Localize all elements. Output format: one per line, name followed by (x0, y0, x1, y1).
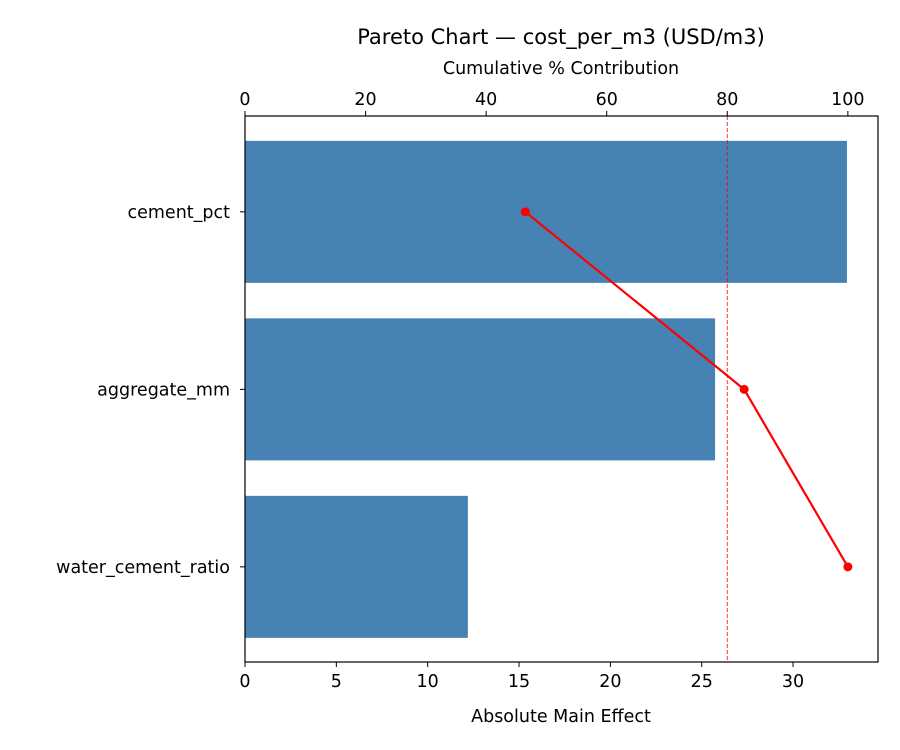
x-tick-label: 5 (331, 672, 342, 692)
top-axis-label: Cumulative % Contribution (443, 59, 679, 79)
cumulative-point (843, 562, 853, 572)
top-x-tick-label: 60 (596, 90, 618, 110)
top-x-tick-label: 100 (831, 90, 864, 110)
top-x-tick-label: 20 (354, 90, 376, 110)
top-x-tick-label: 40 (475, 90, 497, 110)
cumulative-point (739, 384, 749, 394)
x-tick-label: 25 (691, 672, 713, 692)
x-tick-label: 30 (782, 672, 804, 692)
top-x-tick-label: 80 (716, 90, 738, 110)
x-tick-label: 15 (508, 672, 530, 692)
plot-frame (244, 115, 879, 663)
y-tick-label: water_cement_ratio (56, 558, 230, 578)
top-x-tick-label: 0 (239, 90, 250, 110)
y-tick-label: aggregate_mm (97, 380, 230, 400)
x-tick-label: 20 (599, 672, 621, 692)
cumulative-point (520, 207, 530, 217)
bottom-axis-label: Absolute Main Effect (471, 707, 651, 727)
y-tick-label: cement_pct (128, 203, 231, 223)
chart-title: Pareto Chart — cost_per_m3 (USD/m3) (357, 25, 765, 50)
x-tick-label: 10 (417, 672, 439, 692)
bar-cement_pct (245, 140, 847, 283)
x-tick-label: 0 (239, 672, 250, 692)
bar-water_cement_ratio (245, 495, 468, 638)
bar-aggregate_mm (245, 318, 716, 461)
